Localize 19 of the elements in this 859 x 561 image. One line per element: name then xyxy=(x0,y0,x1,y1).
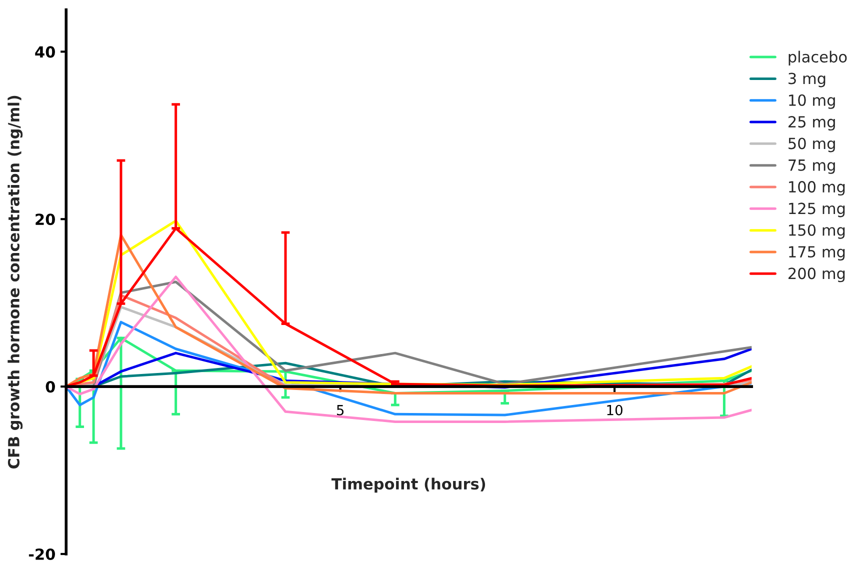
legend-label: 100 mg xyxy=(789,181,845,196)
y-tick-label: -20 xyxy=(28,548,55,560)
legend-label: 75 mg xyxy=(788,160,835,174)
legend-label: placebo xyxy=(788,50,847,66)
legend-label: 3 mg xyxy=(788,72,826,88)
legend-label: 25 mg xyxy=(788,116,835,131)
legend-label: 200 mg xyxy=(788,268,845,282)
legend-label: 175 mg xyxy=(789,246,845,261)
x-axis-title: Timepoint (hours) xyxy=(331,478,486,493)
x-tick-label: 10 xyxy=(607,404,622,416)
y-tick-label: 40 xyxy=(35,46,55,58)
legend-label: 50 mg xyxy=(788,138,835,152)
legend-label: 150 mg xyxy=(789,224,845,239)
y-tick-label: 20 xyxy=(36,214,55,226)
legend-label: 125 mg xyxy=(789,202,845,218)
y-tick-label: 0 xyxy=(46,381,55,393)
x-tick-label: 5 xyxy=(336,405,344,416)
legend-label: 10 mg xyxy=(789,94,835,109)
y-axis-title: CFB growth hormone concentration (ng/ml) xyxy=(8,96,23,468)
